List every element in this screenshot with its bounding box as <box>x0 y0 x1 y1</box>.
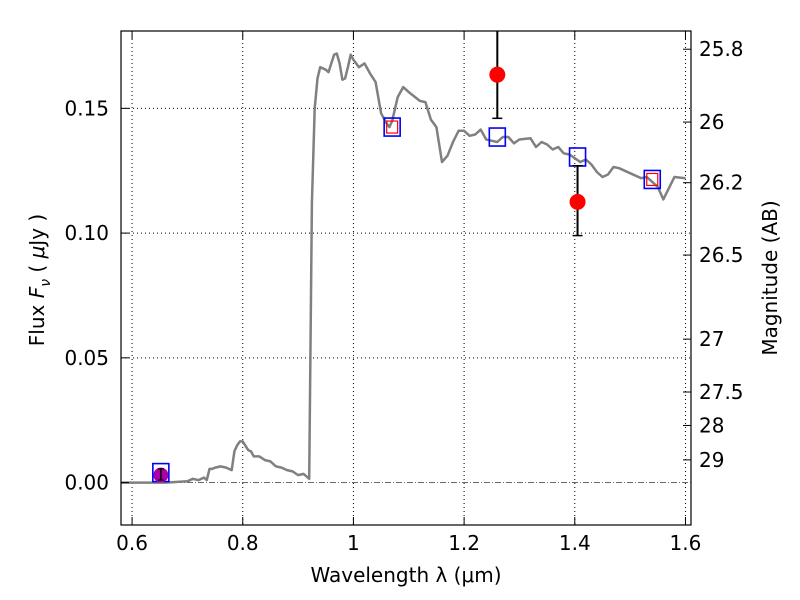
y-axis-title-flux: Flux <box>25 298 49 346</box>
magnitude-tick-label: 26.5 <box>699 243 744 267</box>
tick-labels: 0.6 0.8 1 1.2 1.4 1.6 0.00 0.05 0.10 0.15 25.8 26 26… <box>64 37 743 555</box>
magnitude-tick-label: 27.5 <box>699 380 744 404</box>
magnitude-tick-label: 27 <box>699 327 724 351</box>
y-axis-title-subscript: ν <box>38 279 54 287</box>
y-tick-label: 0.15 <box>64 96 109 120</box>
y-tick-label: 0.10 <box>64 221 109 245</box>
model-photometry-square <box>643 169 662 190</box>
model-photometry-square <box>488 127 507 147</box>
magnitude-tick-label: 26 <box>699 110 724 134</box>
x-tick-label: 0.8 <box>227 531 259 555</box>
ticks <box>121 31 691 525</box>
y-axis-title-paren: ( <box>25 258 49 279</box>
synthetic-flux-square <box>386 120 399 134</box>
y-axis-title-symbol: F <box>25 286 49 298</box>
magnitude-tick-label: 29 <box>699 448 724 472</box>
y-tick-label: 0.05 <box>64 346 109 370</box>
grid-lines <box>121 31 691 525</box>
observed-photometry-point <box>569 193 586 210</box>
observed-photometry-point <box>489 66 506 83</box>
model-series <box>121 52 686 484</box>
x-tick-label: 1 <box>347 531 360 555</box>
model-photometry-square <box>383 117 401 137</box>
x-tick-label: 1.4 <box>559 531 591 555</box>
magnitude-tick-label: 25.8 <box>699 37 744 61</box>
y-axis-title-unit: Jy ) <box>25 214 49 248</box>
sed-model-line <box>121 52 686 484</box>
x-tick-label: 0.6 <box>116 531 148 555</box>
y-tick-label: 0.00 <box>64 471 109 495</box>
synthetic-flux-square <box>646 172 659 187</box>
y-axis-title-mu: μ <box>25 246 49 260</box>
x-axis-title: Wavelength λ (μm) <box>310 563 501 587</box>
plot-frame <box>120 30 692 526</box>
magnitude-tick-label: 26.2 <box>699 171 744 195</box>
x-tick-label: 1.6 <box>670 531 702 555</box>
markers <box>152 31 662 483</box>
y-axis-title: Flux Fν ( μJy ) <box>25 214 54 346</box>
magnitude-tick-label: 28 <box>699 413 724 437</box>
x-tick-label: 1.2 <box>448 531 480 555</box>
right-axis-title: Magnitude (AB) <box>758 200 782 355</box>
